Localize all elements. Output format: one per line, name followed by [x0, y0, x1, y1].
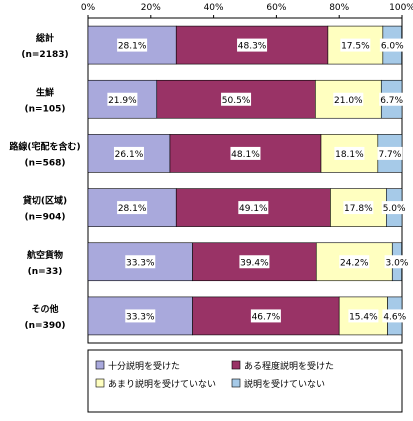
legend-swatch — [231, 378, 241, 388]
data-label-box — [238, 201, 269, 215]
category-n-label: (n=2183) — [21, 50, 68, 60]
data-label-box — [107, 92, 138, 106]
data-label: 33.3% — [126, 312, 155, 322]
bar-segment — [87, 296, 193, 336]
data-label-box — [230, 146, 261, 160]
category-n-label: (n=568) — [25, 158, 66, 168]
category-n-label: (n=390) — [25, 321, 66, 331]
data-label: 33.3% — [126, 258, 155, 268]
category-n-label: (n=105) — [25, 104, 66, 114]
data-label-box — [384, 255, 410, 269]
x-tick-label: 0% — [81, 3, 96, 13]
data-label-box — [382, 309, 408, 323]
data-label: 50.5% — [222, 96, 251, 106]
legend-label: ある程度説明を受けた — [244, 360, 334, 372]
data-label: 24.2% — [340, 258, 369, 268]
category-label: その他 — [31, 303, 58, 315]
plot-area: 28.1% 48.3% 17.5% 6.0% 21.9% 50.5% 21.0% 6.7% 26… — [87, 17, 410, 344]
data-label-box — [117, 38, 148, 52]
data-label: 15.4% — [349, 312, 378, 322]
data-label: 48.1% — [231, 150, 260, 160]
data-label-box — [340, 38, 371, 52]
data-label: 28.1% — [118, 42, 147, 52]
data-label-box — [377, 146, 403, 160]
x-tick-label: 40% — [204, 3, 224, 13]
data-label-box — [125, 255, 156, 269]
x-tick-label: 60% — [266, 3, 286, 13]
category-n-label: (n=904) — [25, 213, 66, 223]
x-tick-label: 80% — [329, 3, 349, 13]
data-label-box — [117, 201, 148, 215]
data-label-box — [221, 92, 252, 106]
data-label: 28.1% — [118, 204, 147, 214]
legend-swatch — [95, 378, 105, 388]
data-label: 21.0% — [334, 96, 363, 106]
category-label: 路線(宅配を含む) — [9, 140, 80, 152]
data-label-box — [348, 309, 379, 323]
data-label-box — [339, 255, 370, 269]
data-label: 39.4% — [240, 258, 269, 268]
data-label-box — [250, 309, 281, 323]
legend-label: 説明を受けていない — [244, 378, 325, 390]
data-label: 3.0% — [386, 258, 409, 268]
bar-segment — [87, 25, 177, 65]
legend-frame — [87, 349, 403, 413]
data-label-box — [333, 92, 364, 106]
category-label: 貸切(区域) — [23, 195, 67, 207]
x-tick-label: 20% — [141, 3, 161, 13]
data-label-box — [343, 201, 374, 215]
x-axis-ticks: 0% 20% 40% 60% 80% 100% — [81, 3, 413, 18]
category-label: 総計 — [36, 32, 54, 44]
data-label-box — [334, 146, 365, 160]
legend-swatch — [95, 360, 105, 370]
category-n-label: (n=33) — [28, 267, 63, 277]
data-label: 17.8% — [344, 204, 373, 214]
category-labels: 総計 (n=2183) 生鮮 (n=105) 路線(宅配を含む) (n=568) 貸切(区域… — [9, 32, 80, 331]
data-label: 26.1% — [115, 150, 144, 160]
data-label-box — [379, 38, 405, 52]
data-label: 6.0% — [381, 42, 404, 52]
data-label-box — [237, 38, 268, 52]
data-label: 7.7% — [378, 150, 401, 160]
data-label-box — [125, 309, 156, 323]
data-label: 18.1% — [335, 150, 364, 160]
data-label: 46.7% — [252, 312, 281, 322]
data-label: 6.7% — [380, 96, 403, 106]
x-tick-label: 100% — [389, 3, 413, 13]
data-label-box — [381, 201, 407, 215]
legend-label: あまり説明を受けていない — [108, 378, 216, 390]
data-label: 48.3% — [238, 42, 267, 52]
legend-label: 十分説明を受けた — [108, 360, 180, 372]
data-label: 21.9% — [108, 96, 137, 106]
category-label: 航空貨物 — [27, 249, 63, 261]
data-label: 17.5% — [341, 42, 370, 52]
category-label: 生鮮 — [36, 86, 54, 98]
data-label-box — [113, 146, 144, 160]
data-label-box — [239, 255, 270, 269]
plot-frame — [87, 17, 403, 344]
data-label-box — [379, 92, 405, 106]
data-label: 5.0% — [383, 204, 406, 214]
data-label: 4.6% — [383, 312, 406, 322]
legend-swatch — [231, 360, 241, 370]
data-label: 49.1% — [239, 204, 268, 214]
